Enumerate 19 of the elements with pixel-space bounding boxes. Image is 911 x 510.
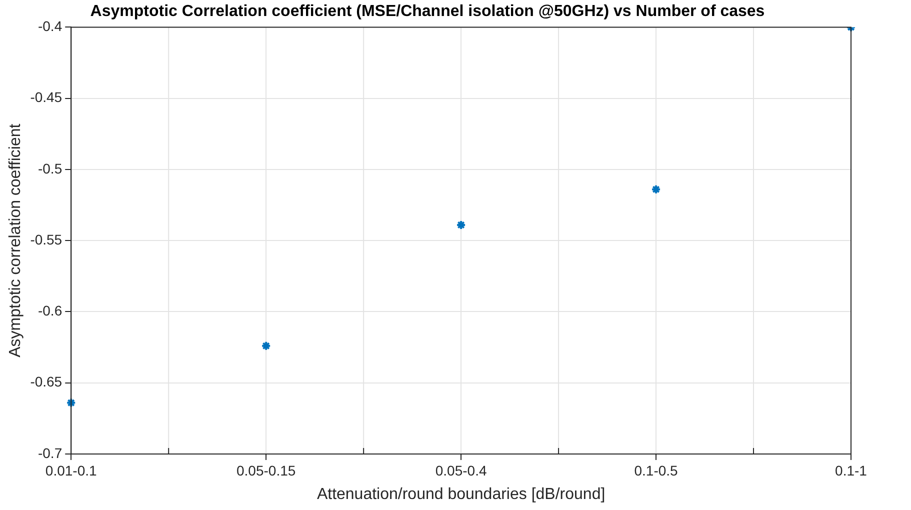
y-tick-label: -0.5	[38, 160, 62, 176]
x-tick-label: 0.05-0.15	[236, 462, 296, 478]
chart-title: Asymptotic Correlation coefficient (MSE/Channel isolation @50GHz) vs Number of cases	[90, 3, 765, 20]
point	[261, 340, 272, 351]
y-tick-label: -0.7	[38, 444, 62, 461]
point	[456, 220, 466, 230]
x-axis-title: Attenuation/round boundaries [dB/round]	[316, 486, 606, 503]
x-tick-label: 0.1-1	[835, 462, 868, 478]
x-tick-label: 0.01-0.1	[45, 462, 98, 478]
x-tick-label: 0.05-0.4	[435, 462, 487, 478]
y-tick-label: -0.65	[30, 374, 62, 390]
y-tick-label: -0.6	[38, 302, 62, 319]
y-tick-label: -0.4	[38, 18, 62, 34]
y-axis-title: Asymptotic correlation coefficient	[7, 123, 24, 358]
x-tick-label: 0.1-0.5	[634, 462, 678, 478]
point	[66, 398, 76, 408]
y-tick-label: -0.55	[30, 231, 62, 248]
y-tick-label: -0.45	[30, 89, 62, 106]
point	[651, 184, 662, 194]
